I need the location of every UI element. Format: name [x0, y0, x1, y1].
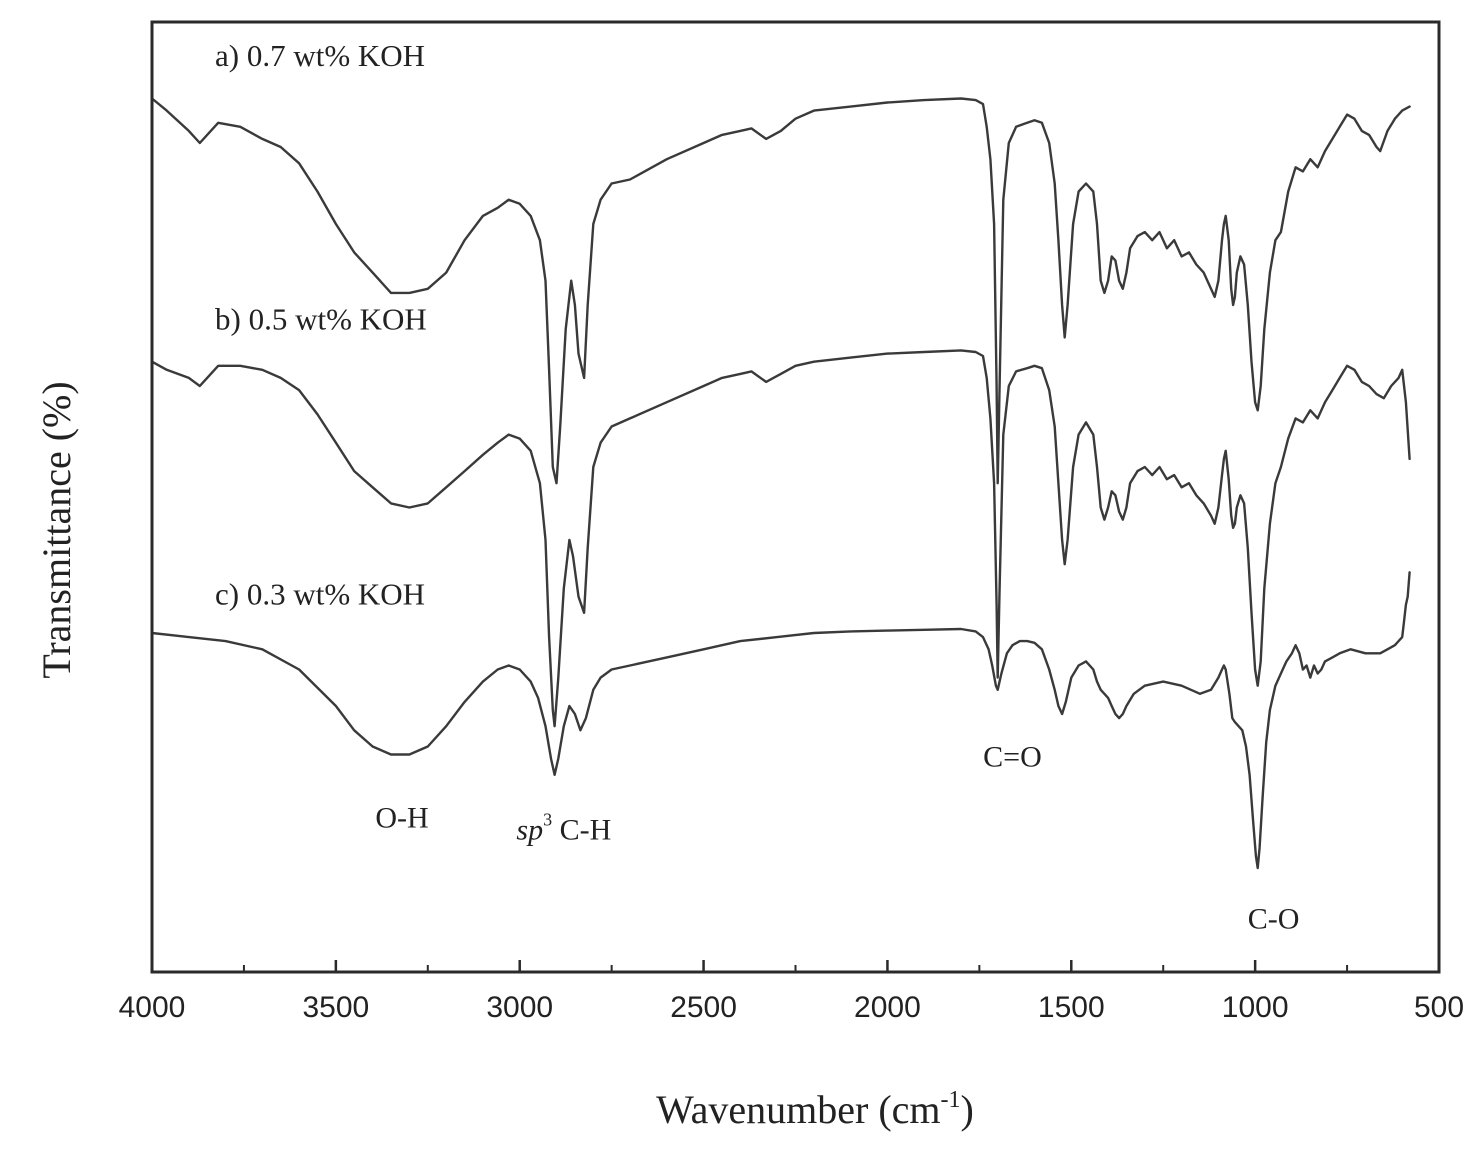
plot-lines [150, 97, 1411, 870]
x-tick-label: 1000 [1222, 991, 1289, 1024]
series-line-3 [150, 571, 1411, 870]
x-tick-label: 2000 [854, 991, 921, 1024]
series-line-2 [150, 349, 1411, 728]
band-annotation: sp3 C-H [516, 810, 611, 847]
x-axis-ticks: 4000 3500 3000 2500 2000 1500 1000 500 [119, 960, 1464, 1024]
plot-frame [150, 20, 1441, 974]
x-axis-title-end: ) [961, 1087, 974, 1132]
x-tick-label: 2500 [670, 991, 737, 1024]
band-annotation: O-H [375, 801, 428, 834]
series-line-1 [150, 97, 1411, 485]
x-axis-title-superscript: -1 [941, 1087, 961, 1113]
x-tick-label: 500 [1414, 991, 1464, 1024]
band-annotation: C=O [983, 741, 1042, 774]
x-tick-label: 1500 [1038, 991, 1105, 1024]
series-label-2: b) 0.5 wt% KOH [215, 301, 427, 336]
x-tick-label: 4000 [119, 991, 186, 1024]
x-axis-title: Wavenumber (cm-1) [656, 1087, 974, 1132]
x-tick-label: 3500 [302, 991, 369, 1024]
series-label-1: a) 0.7 wt% KOH [215, 38, 425, 73]
annotations: O-H sp3 C-H C=O C-O [375, 741, 1299, 936]
x-axis-title-text: Wavenumber (cm [656, 1087, 940, 1132]
y-axis-title: Transmittance (%) [34, 381, 79, 678]
x-tick-label: 3000 [486, 991, 553, 1024]
series-label-3: c) 0.3 wt% KOH [215, 577, 425, 612]
band-annotation: C-O [1248, 903, 1300, 936]
series-labels: a) 0.7 wt% KOH b) 0.5 wt% KOH c) 0.3 wt% K… [215, 38, 427, 612]
